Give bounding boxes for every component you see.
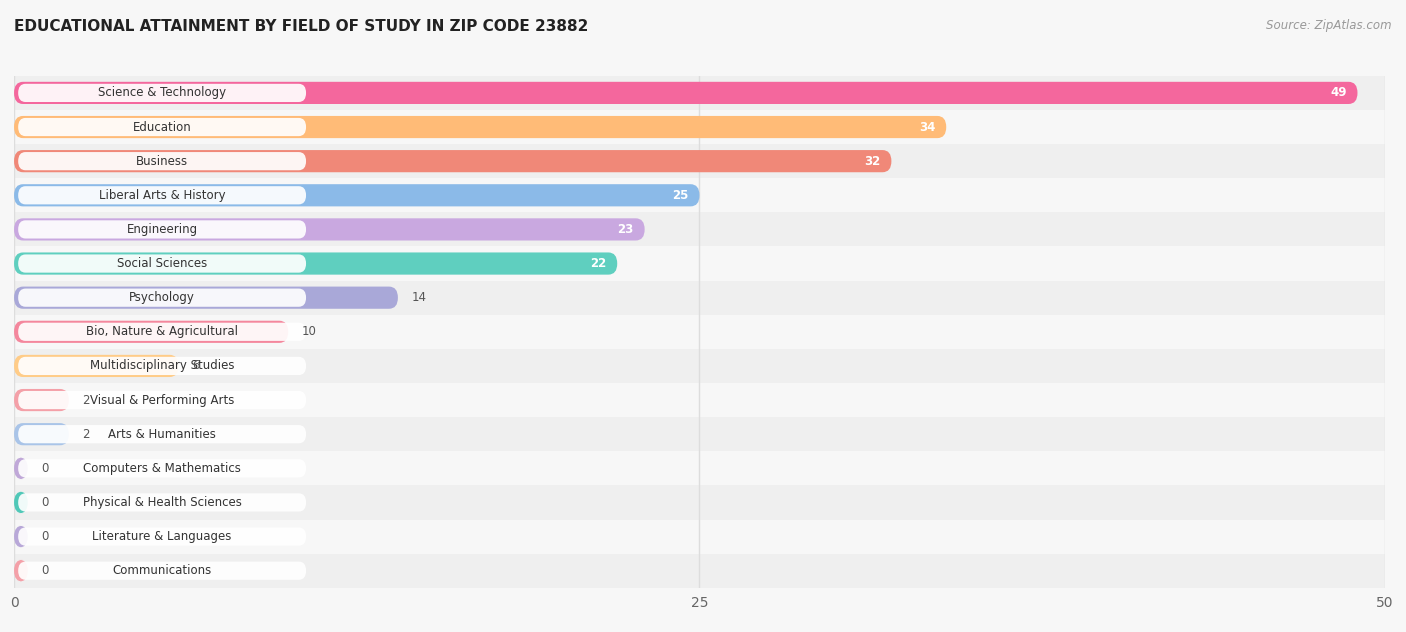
Text: 0: 0	[42, 462, 49, 475]
Text: 49: 49	[1330, 87, 1347, 99]
FancyBboxPatch shape	[14, 520, 1385, 554]
Text: 25: 25	[672, 189, 689, 202]
FancyBboxPatch shape	[14, 184, 700, 207]
Text: 0: 0	[42, 530, 49, 543]
FancyBboxPatch shape	[14, 383, 1385, 417]
FancyBboxPatch shape	[18, 391, 307, 409]
Text: 6: 6	[193, 360, 200, 372]
FancyBboxPatch shape	[18, 323, 307, 341]
FancyBboxPatch shape	[14, 150, 891, 173]
Text: Visual & Performing Arts: Visual & Performing Arts	[90, 394, 235, 406]
FancyBboxPatch shape	[14, 178, 1385, 212]
FancyBboxPatch shape	[14, 246, 1385, 281]
Text: 14: 14	[412, 291, 426, 304]
FancyBboxPatch shape	[14, 144, 1385, 178]
FancyBboxPatch shape	[14, 457, 28, 480]
FancyBboxPatch shape	[18, 562, 307, 580]
Text: 0: 0	[42, 564, 49, 577]
FancyBboxPatch shape	[18, 494, 307, 511]
FancyBboxPatch shape	[14, 423, 69, 446]
FancyBboxPatch shape	[14, 355, 179, 377]
Text: 32: 32	[865, 155, 880, 167]
FancyBboxPatch shape	[14, 525, 28, 548]
Text: Science & Technology: Science & Technology	[98, 87, 226, 99]
FancyBboxPatch shape	[14, 82, 1358, 104]
Text: 23: 23	[617, 223, 634, 236]
Text: EDUCATIONAL ATTAINMENT BY FIELD OF STUDY IN ZIP CODE 23882: EDUCATIONAL ATTAINMENT BY FIELD OF STUDY…	[14, 19, 589, 34]
FancyBboxPatch shape	[14, 286, 398, 309]
FancyBboxPatch shape	[18, 528, 307, 545]
FancyBboxPatch shape	[14, 320, 288, 343]
FancyBboxPatch shape	[14, 389, 69, 411]
FancyBboxPatch shape	[18, 118, 307, 136]
Text: 34: 34	[920, 121, 935, 133]
Text: Communications: Communications	[112, 564, 212, 577]
FancyBboxPatch shape	[14, 212, 1385, 246]
Text: Physical & Health Sciences: Physical & Health Sciences	[83, 496, 242, 509]
Text: 2: 2	[83, 394, 90, 406]
FancyBboxPatch shape	[18, 186, 307, 204]
FancyBboxPatch shape	[14, 116, 946, 138]
Text: 22: 22	[591, 257, 606, 270]
Text: Liberal Arts & History: Liberal Arts & History	[98, 189, 225, 202]
Text: Psychology: Psychology	[129, 291, 195, 304]
FancyBboxPatch shape	[18, 357, 307, 375]
Text: Literature & Languages: Literature & Languages	[93, 530, 232, 543]
FancyBboxPatch shape	[18, 255, 307, 272]
FancyBboxPatch shape	[14, 252, 617, 275]
FancyBboxPatch shape	[14, 491, 28, 514]
FancyBboxPatch shape	[14, 76, 1385, 110]
Text: Bio, Nature & Agricultural: Bio, Nature & Agricultural	[86, 325, 238, 338]
FancyBboxPatch shape	[18, 289, 307, 307]
FancyBboxPatch shape	[18, 152, 307, 170]
Text: 2: 2	[83, 428, 90, 441]
FancyBboxPatch shape	[14, 451, 1385, 485]
Text: Arts & Humanities: Arts & Humanities	[108, 428, 217, 441]
Text: Social Sciences: Social Sciences	[117, 257, 207, 270]
Text: Multidisciplinary Studies: Multidisciplinary Studies	[90, 360, 235, 372]
FancyBboxPatch shape	[14, 281, 1385, 315]
Text: Business: Business	[136, 155, 188, 167]
Text: Computers & Mathematics: Computers & Mathematics	[83, 462, 240, 475]
Text: Engineering: Engineering	[127, 223, 198, 236]
FancyBboxPatch shape	[14, 485, 1385, 520]
FancyBboxPatch shape	[14, 349, 1385, 383]
FancyBboxPatch shape	[14, 218, 644, 241]
Text: 0: 0	[42, 496, 49, 509]
FancyBboxPatch shape	[14, 554, 1385, 588]
FancyBboxPatch shape	[14, 417, 1385, 451]
FancyBboxPatch shape	[18, 221, 307, 238]
Text: Education: Education	[132, 121, 191, 133]
FancyBboxPatch shape	[18, 425, 307, 443]
FancyBboxPatch shape	[18, 84, 307, 102]
FancyBboxPatch shape	[14, 315, 1385, 349]
FancyBboxPatch shape	[18, 459, 307, 477]
FancyBboxPatch shape	[14, 110, 1385, 144]
Text: 10: 10	[302, 325, 316, 338]
Text: Source: ZipAtlas.com: Source: ZipAtlas.com	[1267, 19, 1392, 32]
FancyBboxPatch shape	[14, 559, 28, 582]
